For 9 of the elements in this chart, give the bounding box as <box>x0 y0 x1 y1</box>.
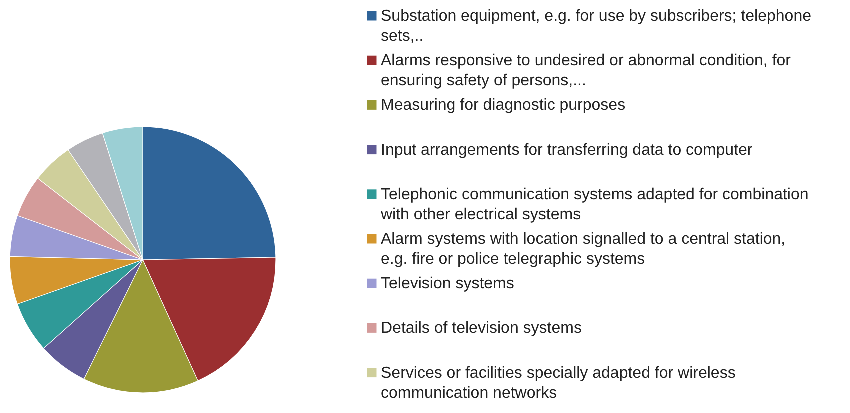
legend-label: Input arrangements for transferring data to computer <box>381 142 754 159</box>
legend-label: Alarms responsive to undesired or abnormal condition, for ensuring safety of persons,... <box>381 52 792 90</box>
legend-label: Television systems <box>381 276 514 293</box>
legend-label: Substation equipment, e.g. for use by subscribers; telephone sets,.. <box>381 8 812 45</box>
legend-label: Details of television systems <box>381 320 582 338</box>
legend-label: Measuring for diagnostic purposes <box>381 97 626 114</box>
legend-label: Telephonic communication systems adapted for combination with other electrical systems <box>380 186 809 224</box>
legend-label: Alarm systems with location signalled to a central station, e.g. fire or police telegraphic systems <box>381 231 786 268</box>
legend-label: Services or facilities specially adapted for wireless communication networks <box>381 364 736 402</box>
